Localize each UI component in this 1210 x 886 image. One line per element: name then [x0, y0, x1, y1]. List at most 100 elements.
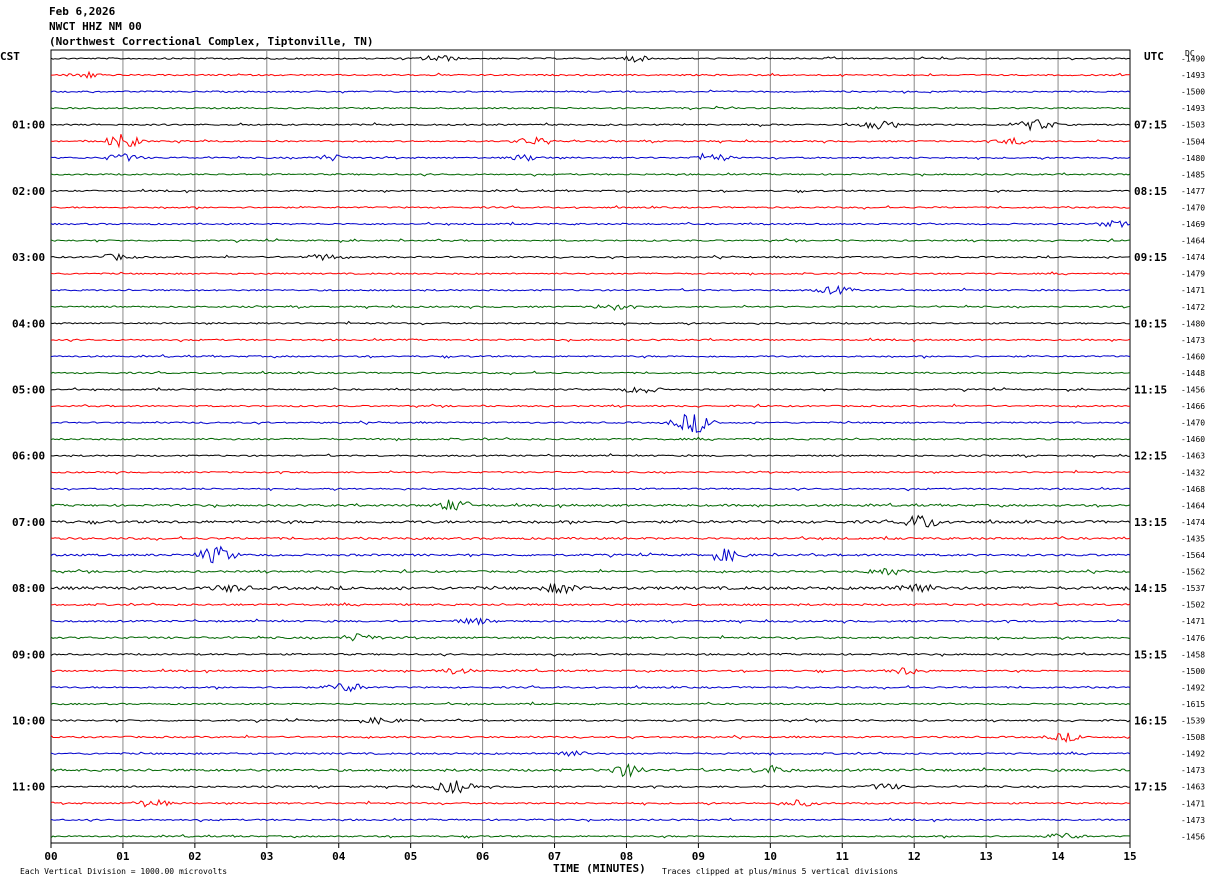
dc-offset-label: -1471 [1181, 617, 1205, 626]
seismic-trace [50, 652, 1131, 657]
dc-offset-label: -1500 [1181, 667, 1205, 676]
dc-offset-label: -1539 [1181, 717, 1205, 726]
seismic-trace [50, 817, 1131, 823]
vertical-scale-note: Each Vertical Division = 1000.00 microvo… [20, 867, 228, 876]
seismic-trace [50, 304, 1131, 312]
dc-offset-label: -1480 [1181, 154, 1205, 163]
x-tick-label: 06 [476, 850, 490, 863]
dc-offset-label: -1473 [1181, 766, 1205, 775]
seismic-trace [50, 683, 1131, 693]
seismic-trace [50, 205, 1131, 210]
dc-offset-label: -1471 [1181, 799, 1205, 808]
seismic-trace [50, 413, 1131, 433]
cst-hour-label: 06:00 [12, 450, 45, 463]
dc-offset-label: -1615 [1181, 700, 1205, 709]
seismic-trace [50, 152, 1131, 163]
dc-offset-label: -1479 [1181, 270, 1205, 279]
dc-offset-label: -1470 [1181, 203, 1205, 212]
x-axis-title: TIME (MINUTES) [553, 862, 646, 875]
dc-offset-label: -1537 [1181, 584, 1205, 593]
dc-offset-label: -1456 [1181, 386, 1205, 395]
dc-offset-label: -1469 [1181, 220, 1205, 229]
dc-offset-label: -1470 [1181, 419, 1205, 428]
utc-hour-label: 11:15 [1134, 384, 1167, 397]
dc-offset-label: -1460 [1181, 352, 1205, 361]
seismic-trace [50, 219, 1131, 229]
x-tick-label: 10 [764, 850, 777, 863]
right-timezone-label: UTC [1144, 50, 1164, 63]
seismic-trace [51, 617, 1131, 626]
x-tick-label: 14 [1051, 850, 1065, 863]
seismic-trace [50, 798, 1131, 808]
dc-offset-label: -1490 [1181, 55, 1205, 64]
dc-offset-label: -1472 [1181, 303, 1205, 312]
dc-offset-label: -1458 [1181, 650, 1205, 659]
plot-frame [50, 49, 1131, 844]
seismic-trace [50, 386, 1131, 394]
cst-hour-label: 01:00 [12, 119, 45, 132]
clip-note: Traces clipped at plus/minus 5 vertical … [662, 867, 899, 876]
x-tick-label: 01 [116, 850, 130, 863]
seismic-trace [50, 119, 1131, 132]
utc-hour-label: 16:15 [1134, 715, 1167, 728]
x-tick-label: 12 [908, 850, 921, 863]
utc-hour-label: 08:15 [1134, 185, 1167, 198]
seismic-trace [50, 238, 1131, 244]
dc-offset-label: -1492 [1181, 750, 1205, 759]
cst-hour-label: 11:00 [12, 781, 45, 794]
seismic-trace [50, 172, 1131, 177]
x-tick-label: 15 [1123, 850, 1136, 863]
seismic-trace [50, 469, 1131, 475]
dc-offset-label: -1564 [1181, 551, 1205, 560]
cst-hour-label: 04:00 [12, 317, 45, 330]
x-tick-label: 09 [692, 850, 705, 863]
cst-hour-label: 02:00 [12, 185, 45, 198]
cst-hour-label: 10:00 [12, 715, 45, 728]
x-tick-label: 00 [44, 850, 57, 863]
dc-offset-label: -1502 [1181, 601, 1205, 610]
utc-hour-label: 15:15 [1134, 648, 1167, 661]
x-tick-label: 13 [980, 850, 993, 863]
dc-offset-label: -1504 [1181, 137, 1205, 146]
seismic-trace [50, 134, 1131, 149]
seismic-trace [50, 763, 1131, 778]
seismic-trace [50, 337, 1131, 343]
utc-hour-label: 07:15 [1134, 119, 1167, 132]
seismic-trace [50, 105, 1131, 111]
seismic-trace [50, 832, 1131, 839]
cst-hour-label: 08:00 [12, 582, 45, 595]
dc-offset-label: -1473 [1181, 816, 1205, 825]
dc-offset-label: -1493 [1181, 71, 1205, 80]
x-tick-label: 05 [404, 850, 417, 863]
dc-offset-label: -1480 [1181, 319, 1205, 328]
seismic-trace [50, 567, 1131, 576]
seismic-trace [50, 55, 1131, 63]
seismic-trace [50, 370, 1131, 376]
seismic-trace [50, 403, 1131, 409]
seismic-trace [50, 252, 1131, 262]
dc-offset-label: -1463 [1181, 452, 1205, 461]
seismic-trace [50, 320, 1131, 326]
seismic-trace [50, 667, 1131, 675]
dc-offset-label: -1448 [1181, 369, 1205, 378]
dc-offset-label: -1471 [1181, 286, 1205, 295]
seismic-trace [50, 271, 1131, 276]
dc-offset-label: -1474 [1181, 253, 1205, 262]
seismic-trace [50, 701, 1131, 706]
seismic-trace [50, 514, 1131, 528]
seismic-trace [51, 70, 1131, 79]
dc-offset-label: -1485 [1181, 170, 1205, 179]
seismic-trace [50, 545, 1131, 564]
cst-hour-label: 05:00 [12, 384, 45, 397]
dc-offset-label: -1476 [1181, 634, 1205, 643]
seismic-trace [50, 353, 1131, 359]
station-location: (Northwest Correctional Complex, Tiptonv… [49, 35, 374, 48]
dc-offset-label: -1466 [1181, 402, 1205, 411]
dc-offset-label: -1474 [1181, 518, 1205, 527]
seismic-trace [50, 582, 1131, 595]
dc-offset-label: -1508 [1181, 733, 1205, 742]
dc-offset-label: -1468 [1181, 485, 1205, 494]
seismic-trace [50, 535, 1131, 541]
left-timezone-label: CST [0, 50, 20, 63]
